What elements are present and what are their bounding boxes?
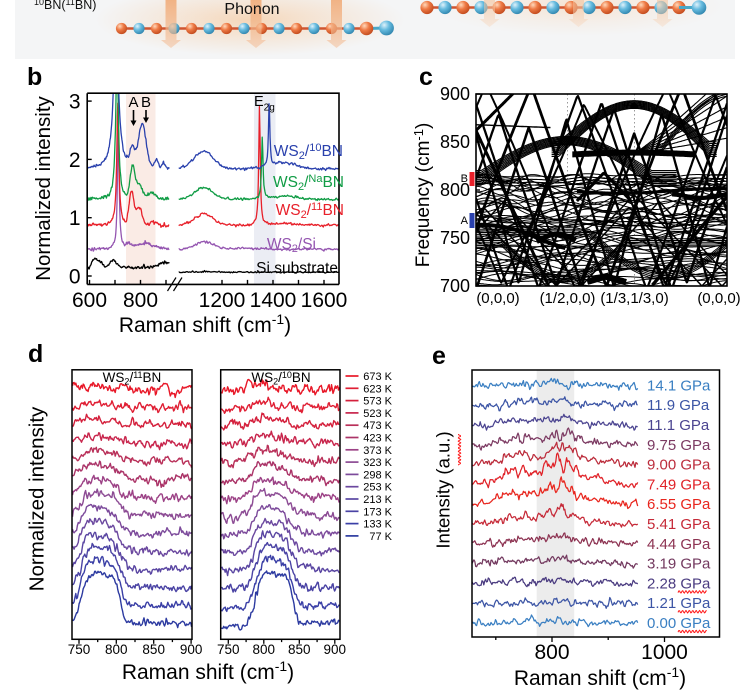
svg-text:4.44 GPa: 4.44 GPa	[647, 536, 711, 553]
svg-text:d: d	[28, 340, 43, 368]
svg-text:700: 700	[440, 276, 470, 296]
svg-text:WS2/10BN: WS2/10BN	[251, 370, 310, 387]
svg-text:900: 900	[440, 84, 470, 104]
svg-text:423 K: 423 K	[363, 433, 392, 445]
svg-text:900: 900	[324, 642, 347, 657]
svg-text:800: 800	[440, 180, 470, 200]
svg-text:Raman shift (cm-1): Raman shift (cm-1)	[119, 311, 291, 337]
svg-text:1400: 1400	[250, 289, 297, 312]
svg-text:0.00 GPa: 0.00 GPa	[647, 615, 711, 632]
svg-text:850: 850	[288, 642, 311, 657]
svg-text:77 K: 77 K	[369, 531, 392, 543]
svg-text:373 K: 373 K	[363, 445, 392, 457]
svg-text:523 K: 523 K	[363, 408, 392, 420]
svg-text:Intensity (a.u.): Intensity (a.u.)	[433, 431, 454, 548]
svg-text:A: A	[461, 215, 469, 227]
svg-text:750: 750	[68, 642, 91, 657]
svg-text:5.41 GPa: 5.41 GPa	[647, 516, 711, 533]
svg-text:253 K: 253 K	[363, 482, 392, 494]
svg-text:1.21 GPa: 1.21 GPa	[647, 595, 711, 612]
svg-text:2.28 GPa: 2.28 GPa	[647, 575, 711, 592]
svg-text:Raman shift (cm-1): Raman shift (cm-1)	[514, 664, 686, 690]
svg-text:Normalized intensity: Normalized intensity	[26, 406, 49, 591]
svg-text:623 K: 623 K	[363, 383, 392, 395]
svg-text:173 K: 173 K	[363, 506, 392, 518]
svg-text:Phonon: Phonon	[224, 1, 279, 18]
svg-text:750: 750	[217, 642, 240, 657]
svg-text:Raman shift (cm-1): Raman shift (cm-1)	[122, 658, 294, 684]
svg-text:b: b	[27, 63, 42, 91]
svg-text:WS2/11BN: WS2/11BN	[103, 370, 162, 387]
svg-text:573 K: 573 K	[363, 396, 392, 408]
svg-text:133 K: 133 K	[363, 519, 392, 531]
svg-text:WS2/10BN: WS2/10BN	[274, 142, 343, 162]
svg-text:11.1 GPa: 11.1 GPa	[647, 417, 710, 434]
svg-text:Frequency (cm-1): Frequency (cm-1)	[411, 123, 434, 268]
svg-text:11.9 GPa: 11.9 GPa	[647, 397, 710, 414]
svg-text:800: 800	[105, 642, 128, 657]
svg-text:1600: 1600	[301, 289, 348, 312]
svg-text:800: 800	[534, 641, 569, 664]
svg-text:800: 800	[253, 642, 276, 657]
svg-text:1: 1	[69, 207, 81, 230]
svg-text:14.1 GPa: 14.1 GPa	[647, 377, 711, 394]
svg-text:323 K: 323 K	[363, 457, 392, 469]
svg-text:6.55 GPa: 6.55 GPa	[647, 496, 711, 513]
svg-text:850: 850	[440, 132, 470, 152]
svg-text:850: 850	[142, 642, 165, 657]
svg-text:7.49 GPa: 7.49 GPa	[647, 476, 711, 493]
svg-text:WS2/Si: WS2/Si	[267, 236, 316, 255]
svg-text:9.00 GPa: 9.00 GPa	[647, 457, 711, 474]
svg-text:Si substrate: Si substrate	[256, 260, 338, 277]
svg-text:673 K: 673 K	[363, 371, 392, 383]
svg-text:800: 800	[123, 289, 158, 312]
svg-text:9.75 GPa: 9.75 GPa	[647, 437, 711, 454]
svg-text:1200: 1200	[199, 289, 246, 312]
svg-text:900: 900	[180, 642, 203, 657]
svg-text:(1/3,1/3,0): (1/3,1/3,0)	[600, 290, 668, 307]
svg-text:298 K: 298 K	[363, 469, 392, 481]
svg-text:2: 2	[69, 149, 81, 172]
svg-text:473 K: 473 K	[363, 420, 392, 432]
svg-text:WS2/NaBN: WS2/NaBN	[273, 173, 344, 193]
svg-text:1000: 1000	[641, 641, 688, 664]
svg-text:10BN(11BN): 10BN(11BN)	[34, 0, 96, 12]
svg-text:c: c	[419, 63, 433, 91]
svg-text:600: 600	[72, 289, 107, 312]
svg-text:3.19 GPa: 3.19 GPa	[647, 556, 711, 573]
svg-text:B: B	[141, 94, 151, 111]
svg-text:213 K: 213 K	[363, 494, 392, 506]
svg-text:750: 750	[440, 228, 470, 248]
svg-text:(0,0,0): (0,0,0)	[476, 290, 519, 307]
svg-text:B: B	[461, 173, 468, 185]
svg-text:Normalized intensity: Normalized intensity	[32, 95, 55, 280]
svg-text:(1/2,0,0): (1/2,0,0)	[540, 290, 596, 307]
svg-text:e: e	[432, 342, 446, 370]
svg-text:A: A	[128, 94, 138, 111]
svg-text:3: 3	[69, 91, 81, 114]
svg-text:(0,0,0): (0,0,0)	[697, 290, 740, 307]
svg-text:0: 0	[69, 266, 81, 289]
svg-text:WS2/11BN: WS2/11BN	[276, 201, 344, 221]
